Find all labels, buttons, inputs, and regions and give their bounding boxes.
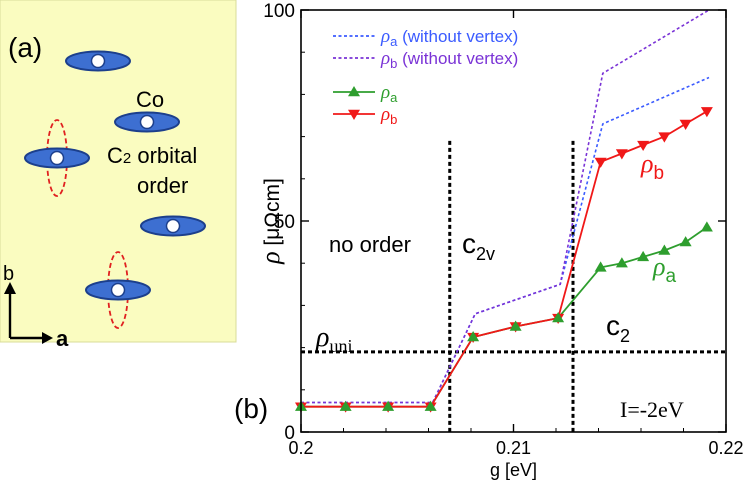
co-site	[114, 111, 180, 133]
marker-rho_a	[679, 236, 692, 247]
orbital-label-line1: orbital	[131, 143, 197, 168]
marker-rho_a	[615, 257, 628, 268]
marker-rho_b	[594, 157, 607, 168]
region-c2-main: c	[606, 310, 620, 341]
y-tick-label: 100	[263, 1, 295, 22]
y-axis-label: ρ [μΩcm]	[256, 178, 285, 265]
marker-rho_a	[467, 331, 480, 342]
curve-label-b-sub: b	[653, 163, 664, 184]
reference-lines	[301, 140, 726, 432]
legend-symbol: ρ	[380, 104, 390, 125]
legend-symbol: ρ	[380, 48, 390, 69]
orbital-label-sub: 2	[123, 150, 131, 167]
marker-rho_b	[615, 149, 628, 160]
legend-label-rho_a_nv: ρa (without vertex)	[380, 26, 518, 49]
legend-marker-rho_a	[348, 86, 360, 97]
legend-symbol: ρ	[380, 26, 390, 47]
legend-marker-rho_b	[348, 109, 360, 120]
curve-label-a-symbol: ρ	[652, 252, 665, 281]
axis-ticks: 0.2 0.21 0.22 0 50 100	[263, 1, 743, 458]
region-c2: c2	[606, 310, 630, 346]
legend-sub: b	[390, 112, 397, 127]
curve-label-b: ρb	[640, 149, 664, 184]
region-no-order: no order	[329, 232, 411, 257]
marker-rho_a	[658, 244, 671, 255]
marker-rho_b	[637, 140, 650, 152]
y-axis-symbol: ρ	[256, 251, 285, 264]
x-tick-label: 0.2	[288, 438, 313, 458]
co-atom	[90, 53, 106, 69]
co-label: Co	[136, 87, 164, 112]
panel-b-label: (b)	[234, 393, 268, 424]
orbital-label-prefix: C	[107, 143, 123, 168]
panel-a: (a) Co C2 orbital order	[0, 0, 237, 351]
legend-label-rho_b_nv: ρb (without vertex)	[380, 48, 518, 71]
x-tick-label: 0.22	[708, 438, 743, 458]
marker-rho_a	[339, 400, 352, 411]
marker-rho_a	[637, 250, 650, 262]
y-axis-unit: [μΩcm]	[261, 178, 284, 251]
region-c2v-sub: 2v	[476, 244, 495, 264]
curve-label-b-symbol: ρ	[640, 149, 653, 178]
marker-rho_a	[424, 400, 437, 411]
rho-uni-sub: uni	[329, 336, 352, 356]
legend-label-rho_b: ρb	[380, 104, 397, 127]
co-site	[65, 50, 131, 72]
legend-rest: (without vertex)	[397, 27, 518, 46]
legend-label-rho_a: ρa	[380, 82, 398, 105]
legend-rest: (without vertex)	[397, 49, 518, 68]
region-c2v: c2v	[462, 228, 495, 264]
legend-sub: a	[390, 34, 398, 49]
legend-sub: a	[390, 90, 398, 105]
co-atom	[165, 218, 181, 234]
axes-indicator: b a	[3, 263, 69, 351]
region-c2-sub: 2	[620, 326, 630, 346]
marker-rho_b	[679, 119, 692, 130]
a-arrowhead	[42, 332, 53, 344]
b-arrowhead	[4, 282, 16, 294]
curve-label-a: ρa	[652, 252, 676, 287]
interaction-label: I=-2eV	[620, 397, 684, 422]
rho-uni-label: ρuni	[315, 322, 352, 356]
orbital-order-label: C2 orbital	[107, 143, 197, 168]
series-layer	[295, 9, 713, 413]
legend-symbol: ρ	[380, 82, 390, 103]
co-site	[24, 147, 90, 169]
marker-rho_a	[382, 400, 395, 411]
co-atom	[110, 282, 126, 298]
co-site	[85, 279, 151, 301]
a-axis-label: a	[56, 326, 69, 351]
plot-frame	[300, 9, 727, 433]
legend-sub: b	[390, 56, 397, 71]
marker-rho_a	[509, 320, 522, 331]
marker-rho_a	[594, 261, 607, 272]
region-c2v-main: c	[462, 228, 476, 259]
marker-rho_b	[658, 132, 671, 143]
y-tick-label: 50	[274, 212, 295, 233]
y-tick-label: 0	[284, 423, 295, 444]
orbital-order-label-line2: order	[137, 173, 188, 198]
co-atom	[139, 114, 155, 130]
legend: ρa (without vertex)ρb (without vertex)ρa…	[333, 26, 518, 127]
x-axis-label: g [eV]	[490, 460, 537, 480]
panel-a-label: (a)	[8, 32, 42, 63]
marker-rho_a	[552, 312, 565, 323]
rho-uni-symbol: ρ	[315, 322, 329, 353]
marker-rho_a	[700, 221, 713, 232]
b-axis-label: b	[3, 263, 14, 285]
marker-rho_b	[700, 107, 713, 118]
co-site	[140, 215, 206, 237]
co-atom	[49, 150, 65, 166]
x-tick-label: 0.21	[496, 438, 531, 458]
series-line-rho_b_nv	[301, 9, 710, 404]
curve-label-a-sub: a	[665, 266, 676, 287]
